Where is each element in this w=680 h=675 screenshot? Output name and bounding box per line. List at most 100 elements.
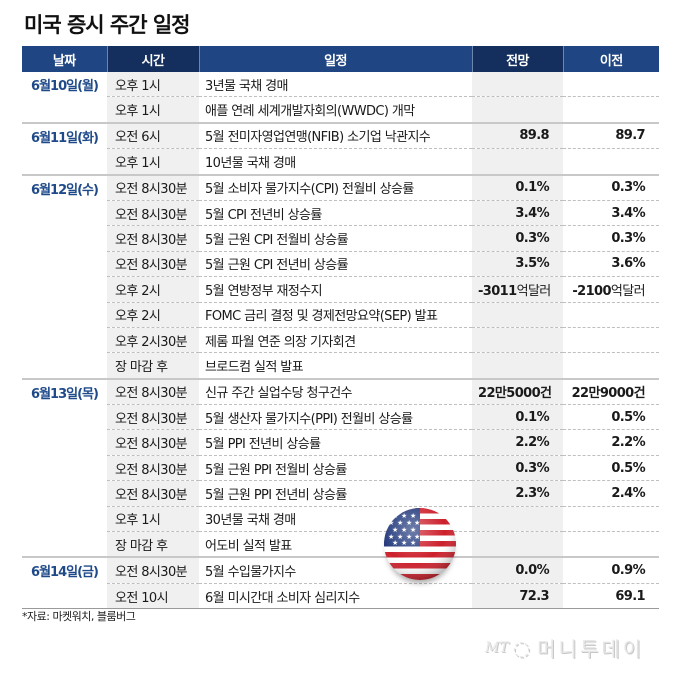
forecast-value: 0.3% [515, 231, 549, 247]
time-label: 오전 8시30분 [115, 565, 188, 581]
cell-date: 6월11일(화) [22, 121, 107, 149]
cell-event: FOMC 금리 결정 및 경제전망요약(SEP) 발표 [199, 301, 472, 328]
cell-time: 오전 8시30분 [107, 377, 199, 405]
cell-forecast: 89.8 [472, 121, 563, 149]
cell-date [22, 276, 107, 303]
cell-previous [563, 531, 659, 558]
table-row: 오후 2시 5월 연방정부 재정수지 -3011억달러 -2100억달러 [22, 276, 659, 303]
cell-time: 오후 1시 [107, 505, 199, 532]
time-label: 오전 8시30분 [115, 437, 188, 453]
previous-value: 3.6% [611, 256, 645, 272]
table-header-row: 날짜 시간 일정 전망 이전 [22, 46, 659, 72]
table-row: 오후 2시30분 제롬 파월 연준 의장 기자회견 [22, 326, 659, 353]
cell-time: 오후 2시 [107, 301, 199, 328]
cell-date: 6월14일(금) [22, 556, 107, 584]
cell-date [22, 404, 107, 430]
cell-forecast: -3011억달러 [472, 276, 563, 303]
table-row: 오후 2시 FOMC 금리 결정 및 경제전망요약(SEP) 발표 [22, 301, 659, 328]
cell-date [22, 352, 107, 379]
cell-previous: 89.7 [563, 121, 659, 149]
cell-forecast [472, 148, 563, 175]
cell-event: 5월 전미자영업연맹(NFIB) 소기업 낙관지수 [199, 121, 472, 149]
page-title: 미국 증시 주간 일정 [24, 13, 190, 37]
table-row: 오전 8시30분 5월 CPI 전년비 상승률 3.4% 3.4% [22, 199, 659, 226]
cell-forecast [472, 352, 563, 379]
cell-forecast: 0.3% [472, 225, 563, 252]
cell-time: 오전 10시 [107, 582, 199, 610]
table-row: 오전 8시30분 5월 근원 CPI 전년비 상승률 3.5% 3.6% [22, 250, 659, 277]
event-label: 5월 연방정부 재정수지 [205, 283, 323, 299]
cell-event: 5월 PPI 전년비 상승률 [199, 429, 472, 456]
time-label: 오전 8시30분 [115, 258, 188, 274]
table-row: 오전 8시30분 5월 근원 CPI 전월비 상승률 0.3% 0.3% [22, 225, 659, 252]
cell-forecast: 2.3% [472, 480, 563, 507]
cell-time: 오전 8시30분 [107, 454, 199, 481]
cell-previous [563, 352, 659, 379]
logo-mt: MT [485, 639, 509, 656]
cell-time: 오전 8시30분 [107, 480, 199, 507]
previous-unit: 억달러 [610, 283, 646, 299]
previous-value: -2100 [572, 283, 611, 299]
table-row: 6월14일(금) 오전 8시30분 5월 수입물가지수 0.0% 0.9% [22, 556, 659, 584]
cell-event: 10년물 국채 경매 [199, 148, 472, 175]
cell-time: 오전 8시30분 [107, 225, 199, 252]
cell-previous: 3.6% [563, 250, 659, 277]
time-label: 오전 8시30분 [115, 386, 188, 402]
event-label: 5월 PPI 전년비 상승률 [205, 437, 321, 453]
previous-value: 22만9000건 [571, 386, 646, 402]
header-time: 시간 [107, 46, 200, 72]
cell-event: 신규 주간 실업수당 청구건수 [199, 377, 472, 405]
cell-event: 6월 미시간대 소비자 심리지수 [199, 582, 472, 610]
previous-value: 89.7 [615, 128, 645, 144]
date-label: 6월13일(목) [31, 386, 99, 402]
time-label: 오전 8시30분 [115, 207, 188, 223]
forecast-value: 0.3% [515, 460, 549, 476]
cell-forecast: 3.5% [472, 250, 563, 277]
cell-previous: 3.4% [563, 199, 659, 226]
cell-forecast: 2.2% [472, 429, 563, 456]
event-label: 10년물 국채 경매 [205, 155, 296, 171]
time-label: 오전 8시30분 [115, 182, 188, 198]
previous-value: 3.4% [611, 205, 645, 221]
event-label: 5월 생산자 물가지수(PPI) 전월비 상승률 [205, 411, 413, 427]
cell-date [22, 251, 107, 277]
cell-forecast: 72.3 [472, 582, 563, 610]
cell-time: 오후 1시 [107, 96, 199, 123]
cell-previous [563, 72, 659, 97]
cell-date [22, 225, 107, 252]
event-label: 5월 수입물가지수 [205, 565, 296, 581]
cell-forecast: 0.0% [472, 556, 563, 584]
cell-date [22, 455, 107, 481]
cell-date [22, 429, 107, 456]
cell-forecast [472, 505, 563, 532]
cell-date [22, 148, 107, 175]
forecast-value: 3.4% [515, 205, 549, 221]
cell-date [22, 96, 107, 123]
cell-event: 5월 생산자 물가지수(PPI) 전월비 상승률 [199, 404, 472, 430]
table-row: 오전 8시30분 5월 생산자 물가지수(PPI) 전월비 상승률 0.1% 0.5% [22, 404, 659, 430]
header-previous: 이전 [563, 46, 659, 72]
cell-forecast [472, 72, 563, 97]
cell-date [22, 327, 107, 353]
cell-forecast: 0.1% [472, 404, 563, 430]
cell-time: 오후 2시 [107, 276, 199, 303]
header-event: 일정 [199, 46, 473, 72]
cell-previous: 0.5% [563, 454, 659, 481]
table-row: 오전 8시30분 5월 PPI 전년비 상승률 2.2% 2.2% [22, 429, 659, 456]
date-label: 6월12일(수) [31, 182, 99, 198]
cell-previous: 0.9% [563, 556, 659, 584]
table-row: 오전 8시30분 5월 근원 PPI 전년비 상승률 2.3% 2.4% [22, 480, 659, 507]
cell-forecast [472, 326, 563, 353]
cell-event: 5월 연방정부 재정수지 [199, 276, 472, 303]
cell-date: 6월12일(수) [22, 173, 107, 201]
time-label: 오후 1시 [115, 78, 161, 94]
cell-forecast: 0.1% [472, 173, 563, 201]
table-row: 6월11일(화) 오전 6시 5월 전미자영업연맹(NFIB) 소기업 낙관지수 89… [22, 121, 659, 149]
cell-date: 6월13일(목) [22, 377, 107, 405]
cell-event: 제롬 파월 연준 의장 기자회견 [199, 326, 472, 353]
table-row: 장 마감 후 브로드컴 실적 발표 [22, 352, 659, 379]
cell-previous [563, 326, 659, 353]
previous-value: 0.3% [611, 231, 645, 247]
cell-forecast [472, 96, 563, 123]
cell-previous: -2100억달러 [563, 276, 659, 303]
